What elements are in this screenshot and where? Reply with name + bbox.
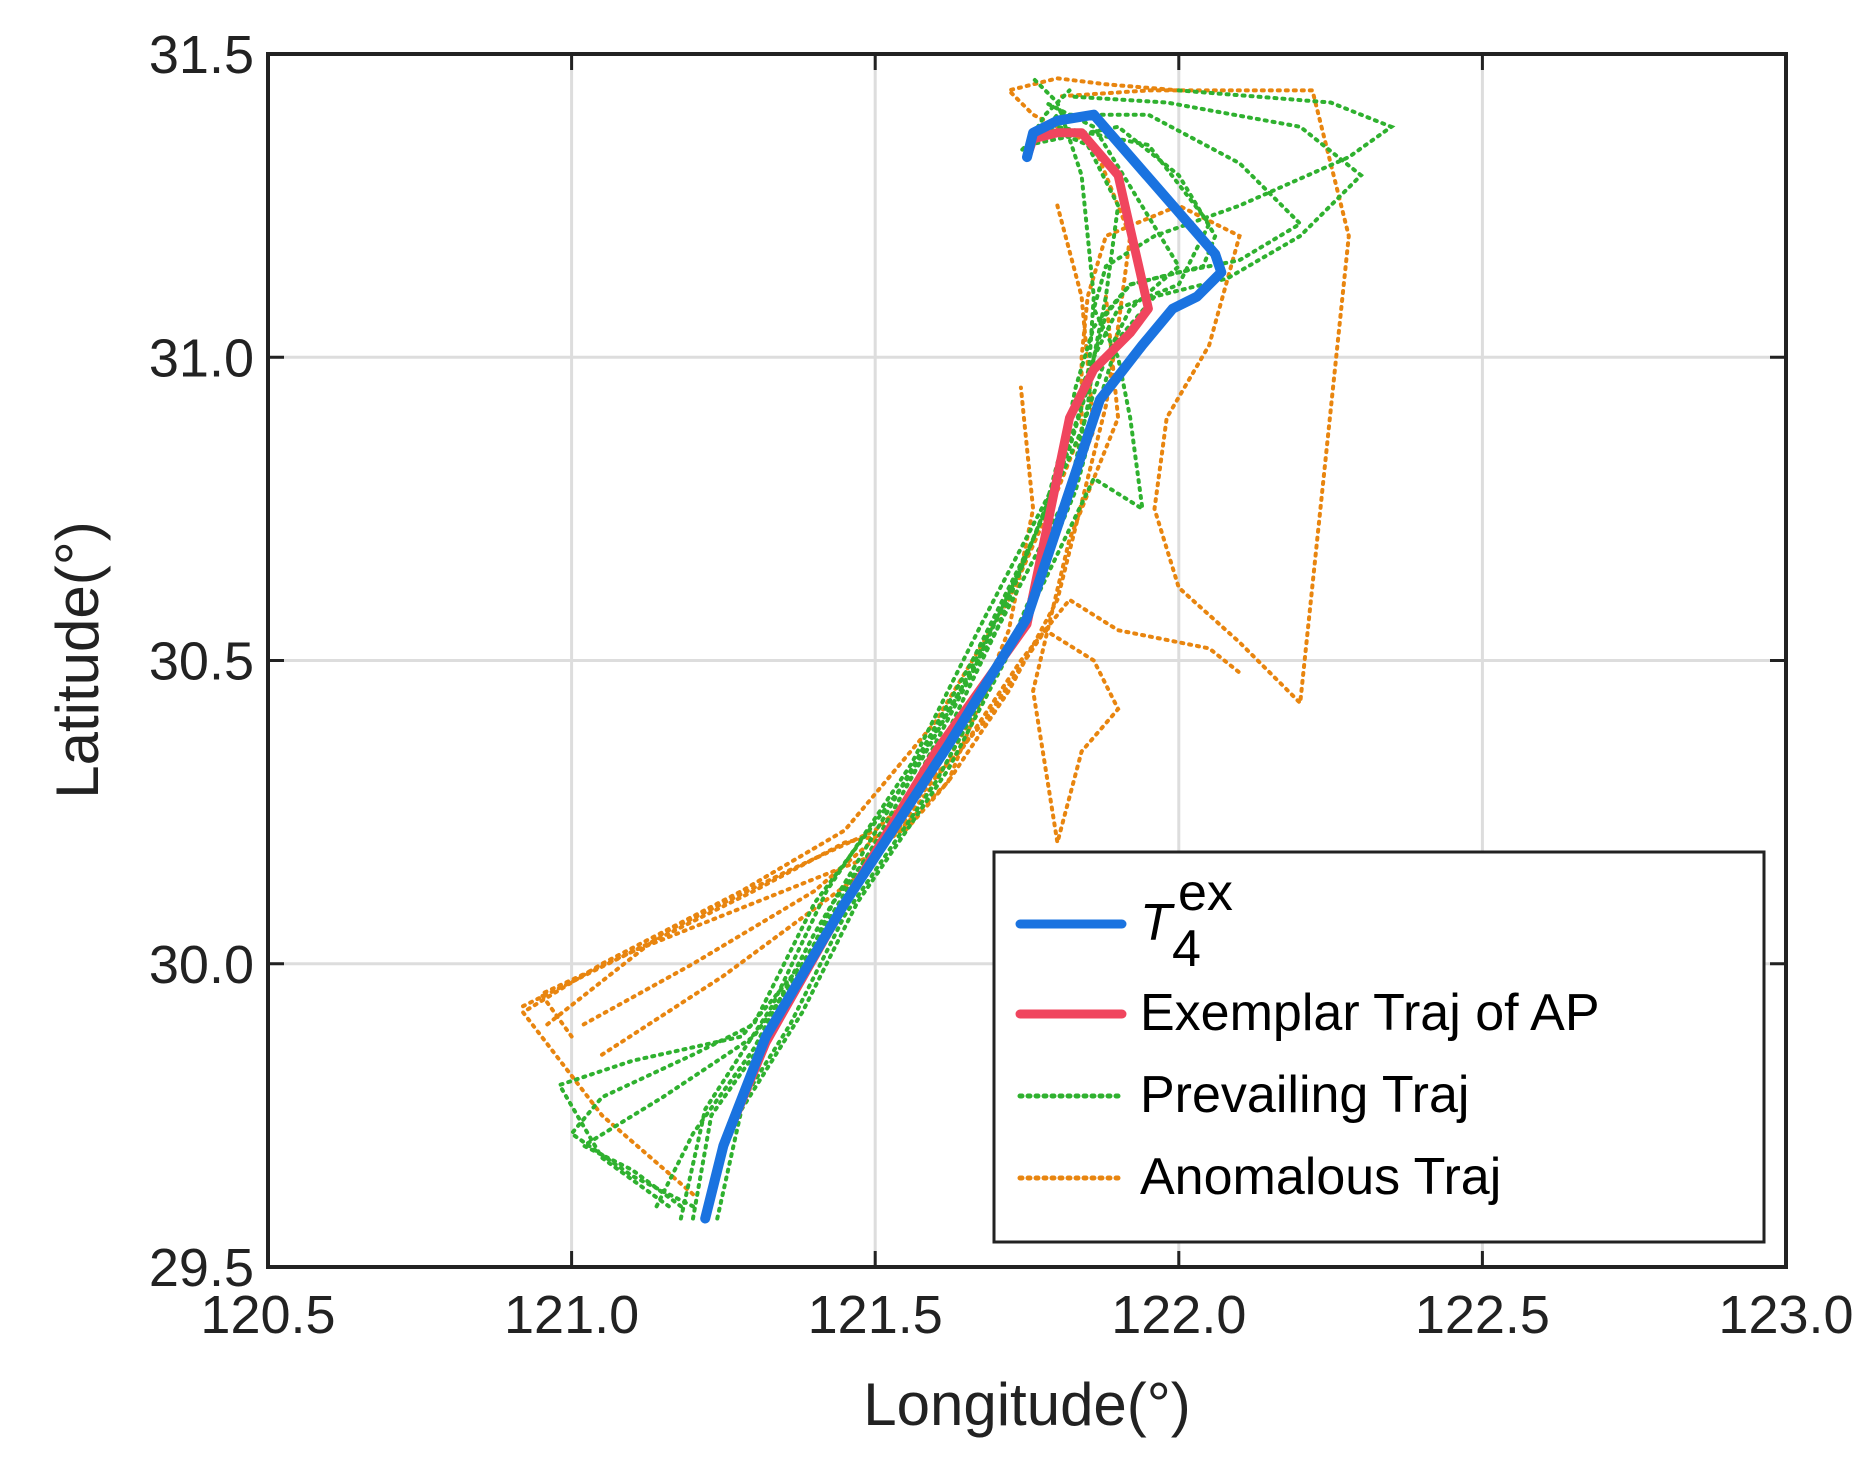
y-axis-title: Latitude(°) xyxy=(44,521,111,798)
y-tick-label: 29.5 xyxy=(149,1238,254,1298)
anomalous-trajectory xyxy=(521,385,1036,1009)
x-axis-title: Longitude(°) xyxy=(863,1371,1191,1438)
y-tick-label: 31.0 xyxy=(149,328,254,388)
legend-items: T 4ex Exemplar Traj of AP Prevailing Traj An… xyxy=(1015,864,1600,1206)
x-tick-label: 121.0 xyxy=(504,1285,639,1345)
x-tick-label: 122.0 xyxy=(1111,1285,1246,1345)
legend-label-t4ex: T xyxy=(1140,894,1175,952)
legend-label-sub: 4 xyxy=(1172,920,1201,978)
prevailing-trajectory xyxy=(678,112,1304,1221)
x-tick-label: 123.0 xyxy=(1718,1285,1853,1345)
legend-label-sup: ex xyxy=(1178,864,1233,922)
prevailing-trajectory xyxy=(579,100,1182,1209)
legend: T 4ex Exemplar Traj of AP Prevailing Traj An… xyxy=(992,850,1766,1244)
legend-box xyxy=(992,850,1766,1244)
prevailing-trajectory xyxy=(703,94,1364,1221)
x-tick-label: 122.5 xyxy=(1415,1285,1550,1345)
t4ex-line xyxy=(700,109,1227,1224)
anomalous-trajectory xyxy=(545,597,1242,1027)
anomalous-trajectory xyxy=(520,88,1351,1197)
y-tick-label: 30.5 xyxy=(149,632,254,692)
y-tick-label: 30.0 xyxy=(149,935,254,995)
prevailing-trajectory xyxy=(556,124,1121,1209)
legend-label-exemplar: Exemplar Traj of AP xyxy=(1140,984,1600,1042)
x-tick-label: 121.5 xyxy=(808,1285,943,1345)
legend-label-prevailing: Prevailing Traj xyxy=(1140,1066,1469,1124)
legend-label-anomalous: Anomalous Traj xyxy=(1140,1148,1501,1206)
x-tick-label: 120.5 xyxy=(200,1285,335,1345)
y-tick-label: 31.5 xyxy=(149,25,254,85)
plot-data xyxy=(520,76,1396,1224)
prevailing-trajectory xyxy=(568,124,1212,1209)
ticks: 120.5 121.0 121.5 122.0 122.5 123.0 29.5 30.0 30… xyxy=(149,25,1854,1345)
grid xyxy=(268,54,1786,1267)
prevailing-trajectory xyxy=(715,88,1396,1221)
anomalous-trajectory xyxy=(581,294,1121,1027)
